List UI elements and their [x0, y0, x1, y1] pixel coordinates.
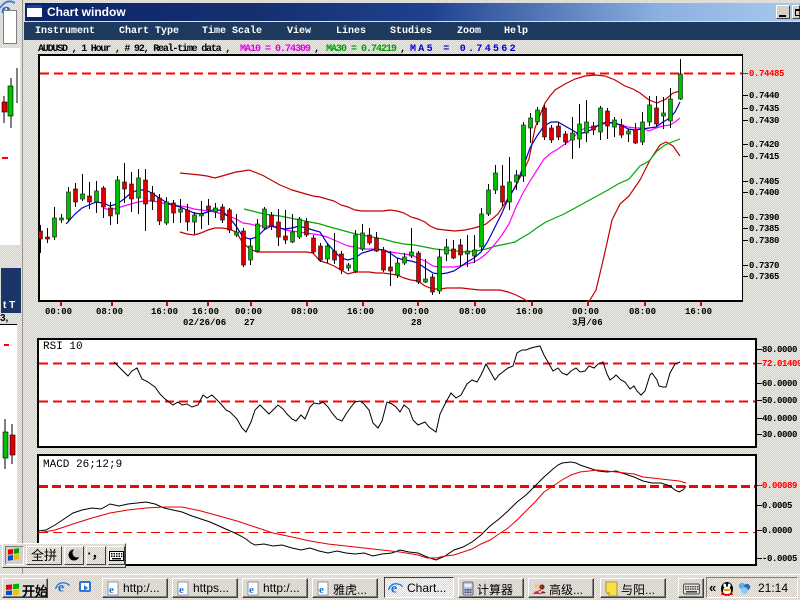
svg-text:e: e [58, 580, 64, 594]
svg-text:e: e [109, 584, 114, 596]
svg-text:e: e [391, 581, 397, 595]
svg-text:e: e [319, 584, 324, 596]
svg-text:e: e [249, 584, 254, 596]
svg-text:e: e [179, 584, 184, 596]
svg-text:e: e [1, 0, 11, 13]
